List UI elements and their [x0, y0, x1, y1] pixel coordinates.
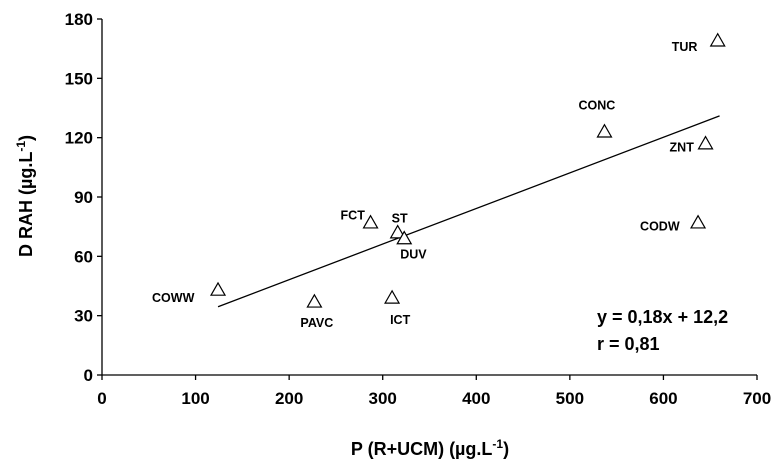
regression-equation: y = 0,18x + 12,2	[597, 307, 728, 327]
point-label-duv: DUV	[400, 248, 427, 262]
point-label-st: ST	[392, 212, 408, 226]
y-tick-label: 0	[84, 366, 93, 385]
point-label-tur: TUR	[672, 40, 698, 54]
x-tick-label: 400	[462, 389, 490, 408]
data-points	[209, 32, 726, 308]
x-tick-label: 100	[181, 389, 209, 408]
data-point-st	[389, 224, 406, 239]
data-point-pavc	[306, 293, 323, 308]
y-axis-ticks: 0 30 60 90 120 150 180	[65, 10, 102, 385]
x-tick-label: 500	[556, 389, 584, 408]
data-point-znt	[697, 135, 714, 150]
y-tick-label: 120	[65, 129, 93, 148]
point-label-fct: FCT	[341, 209, 366, 223]
data-point-tur	[709, 32, 726, 47]
y-tick-label: 180	[65, 10, 93, 29]
y-tick-label: 150	[65, 69, 93, 88]
correlation-coefficient: r = 0,81	[597, 334, 660, 354]
y-tick-label: 60	[74, 247, 93, 266]
point-label-znt: ZNT	[670, 141, 695, 155]
y-tick-label: 90	[74, 188, 93, 207]
point-labels: TUR CONC ZNT CODW FCT ST DUV COWW PAVC ICT	[152, 40, 697, 330]
x-tick-label: 200	[275, 389, 303, 408]
trend-line	[217, 115, 720, 308]
x-tick-label: 600	[649, 389, 677, 408]
data-point-ict	[384, 289, 401, 304]
data-point-coww	[209, 281, 227, 296]
point-label-coww: COWW	[152, 291, 195, 305]
x-tick-label: 0	[97, 389, 106, 408]
point-label-ict: ICT	[390, 313, 411, 327]
x-axis-ticks: 0 100 200 300 400 500 600 700	[97, 375, 771, 408]
point-label-codw: CODW	[640, 220, 680, 234]
data-point-duv	[396, 230, 413, 245]
point-label-conc: CONC	[578, 99, 615, 113]
data-point-codw	[690, 214, 707, 229]
x-tick-label: 300	[369, 389, 397, 408]
x-tick-label: 700	[743, 389, 771, 408]
point-label-pavc: PAVC	[300, 316, 333, 330]
x-axis-title: P (R+UCM) (µg.L-1)	[351, 437, 509, 459]
data-point-fct	[362, 214, 379, 229]
y-tick-label: 30	[74, 307, 93, 326]
y-axis-title: D RAH (µg.L-1)	[14, 135, 36, 257]
data-point-conc	[596, 123, 613, 138]
